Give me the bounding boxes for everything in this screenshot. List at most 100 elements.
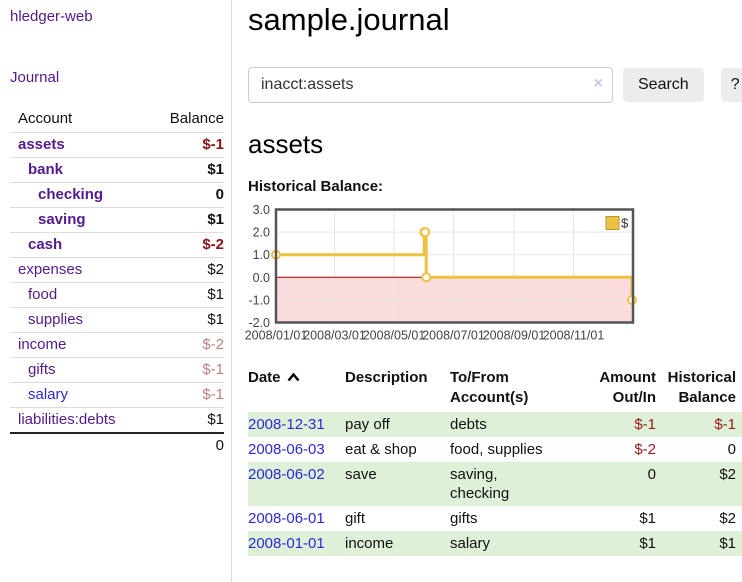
transaction-amount: $-1 xyxy=(634,416,656,433)
transaction-description: gift xyxy=(345,510,366,527)
account-link-bank[interactable]: bank xyxy=(28,161,64,178)
register-col-date-label: Date xyxy=(248,369,281,386)
accounts-total-balance: 0 xyxy=(215,437,224,454)
account-link-expenses[interactable]: expenses xyxy=(18,261,83,278)
account-row: assets $-1 xyxy=(10,132,224,158)
transaction-balance: 0 xyxy=(727,441,736,458)
register-col-balance: Historical Balance xyxy=(667,369,736,406)
account-row: liabilities:debts $1 xyxy=(10,407,224,434)
chart-title: Historical Balance: xyxy=(248,178,384,195)
register-col-accounts: To/From Account(s) xyxy=(450,369,529,406)
main-content: sample.journal × Search ? assets Histori… xyxy=(232,0,742,582)
account-link-checking[interactable]: checking xyxy=(38,186,104,203)
transaction-amount: $1 xyxy=(639,535,656,552)
clear-search-icon[interactable]: × xyxy=(593,75,603,92)
account-row: checking 0 xyxy=(10,182,224,208)
transaction-date-link[interactable]: 2008-01-01 xyxy=(248,535,325,552)
register-col-description: Description xyxy=(345,369,428,386)
help-button[interactable]: ? xyxy=(720,68,742,102)
svg-text:3.0: 3.0 xyxy=(253,205,270,217)
transaction-amount: $1 xyxy=(639,510,656,527)
account-link-cash[interactable]: cash xyxy=(28,236,63,253)
account-row: bank $1 xyxy=(10,157,224,183)
account-link-food[interactable]: food xyxy=(28,286,58,303)
account-row: saving $1 xyxy=(10,207,224,233)
transaction-date-link[interactable]: 2008-06-03 xyxy=(248,441,325,458)
account-row: supplies $1 xyxy=(10,307,224,333)
transaction-date-link[interactable]: 2008-12-31 xyxy=(248,416,325,433)
account-balance: $1 xyxy=(207,211,224,228)
account-link-liabilities-debts[interactable]: liabilities:debts xyxy=(18,411,116,428)
svg-text:-2.0: -2.0 xyxy=(248,316,270,330)
account-balance: $-1 xyxy=(202,136,224,153)
account-row: income $-2 xyxy=(10,332,224,358)
svg-text:2008/11/01: 2008/11/01 xyxy=(543,329,605,343)
account-balance: $-2 xyxy=(202,336,224,353)
search-bar: × Search ? xyxy=(248,67,742,103)
account-balance: $2 xyxy=(207,261,224,278)
account-link-supplies[interactable]: supplies xyxy=(28,311,84,328)
register-row: 2008-01-01 income salary $1 $1 xyxy=(248,531,742,556)
svg-text:1.0: 1.0 xyxy=(253,248,270,262)
transaction-date-link[interactable]: 2008-06-02 xyxy=(248,466,325,483)
transaction-accounts: debts xyxy=(450,416,487,433)
register-row: 2008-06-02 save saving, checking 0 $2 xyxy=(248,462,742,506)
transaction-date-link[interactable]: 2008-06-01 xyxy=(248,510,325,527)
account-row: expenses $2 xyxy=(10,257,224,283)
transaction-accounts: gifts xyxy=(450,510,478,527)
accounts-header-row: Account Balance xyxy=(10,106,224,133)
svg-text:2008/01/01: 2008/01/01 xyxy=(245,329,308,343)
search-input[interactable] xyxy=(248,67,613,103)
transaction-amount: $-2 xyxy=(634,441,656,458)
svg-text:2008/09/01: 2008/09/01 xyxy=(483,329,546,343)
search-button[interactable]: Search xyxy=(623,68,704,102)
svg-text:2008/05/01: 2008/05/01 xyxy=(363,329,426,343)
transaction-accounts: salary xyxy=(450,535,491,552)
svg-text:2008/07/01: 2008/07/01 xyxy=(422,329,485,343)
accounts-total-row: 0 xyxy=(10,433,224,458)
transaction-description: eat & shop xyxy=(345,441,417,458)
svg-text:$: $ xyxy=(621,216,629,231)
account-balance: $-1 xyxy=(202,361,224,378)
register-col-date-sort[interactable]: Date xyxy=(248,366,345,412)
sidebar-item-journal[interactable]: Journal xyxy=(10,69,60,86)
account-balance: $-1 xyxy=(202,386,224,403)
account-link-saving[interactable]: saving xyxy=(38,211,86,228)
transaction-amount: 0 xyxy=(647,466,656,483)
svg-text:0.0: 0.0 xyxy=(253,271,270,285)
account-row: gifts $-1 xyxy=(10,357,224,383)
transaction-balance: $2 xyxy=(719,466,736,483)
register-row: 2008-12-31 pay off debts $-1 $-1 xyxy=(248,412,742,437)
historical-balance-chart[interactable]: $3.0 2.0 1.0 0.0 -1.0 -2.0 2008/01/01 2008/03/0… xyxy=(244,203,742,352)
account-link-salary[interactable]: salary xyxy=(28,386,69,403)
account-balance: 0 xyxy=(215,186,224,203)
account-link-assets[interactable]: assets xyxy=(18,136,65,153)
account-row: cash $-2 xyxy=(10,232,224,258)
page-title: sample.journal xyxy=(248,2,450,37)
account-link-gifts[interactable]: gifts xyxy=(28,361,56,378)
register-table: Date Description To/From Account(s) Amou… xyxy=(248,366,742,556)
transaction-description: income xyxy=(345,535,394,552)
account-balance: $-2 xyxy=(202,236,224,253)
account-balance: $1 xyxy=(207,411,224,428)
svg-text:2.0: 2.0 xyxy=(253,226,270,240)
account-row: food $1 xyxy=(10,282,224,308)
svg-text:2008/03/01: 2008/03/01 xyxy=(303,329,366,343)
accounts-col-account: Account xyxy=(18,110,73,127)
transaction-balance: $-1 xyxy=(714,416,736,433)
register-row: 2008-06-03 eat & shop food, supplies $-2… xyxy=(248,437,742,462)
transaction-accounts: food, supplies xyxy=(450,441,543,458)
sidebar: hledger-web Journal Account Balance asse… xyxy=(0,0,232,582)
transaction-description: pay off xyxy=(345,416,390,433)
transaction-description: save xyxy=(345,466,377,483)
app-title-link[interactable]: hledger-web xyxy=(10,8,93,25)
register-row: 2008-06-01 gift gifts $1 $2 xyxy=(248,506,742,531)
account-balance: $1 xyxy=(207,311,224,328)
account-row: salary $-1 xyxy=(10,382,224,408)
account-link-income[interactable]: income xyxy=(18,336,67,353)
sort-ascending-icon xyxy=(287,372,299,382)
transaction-balance: $1 xyxy=(719,535,736,552)
transaction-accounts: saving, checking xyxy=(450,466,510,502)
account-balance: $1 xyxy=(207,286,224,303)
